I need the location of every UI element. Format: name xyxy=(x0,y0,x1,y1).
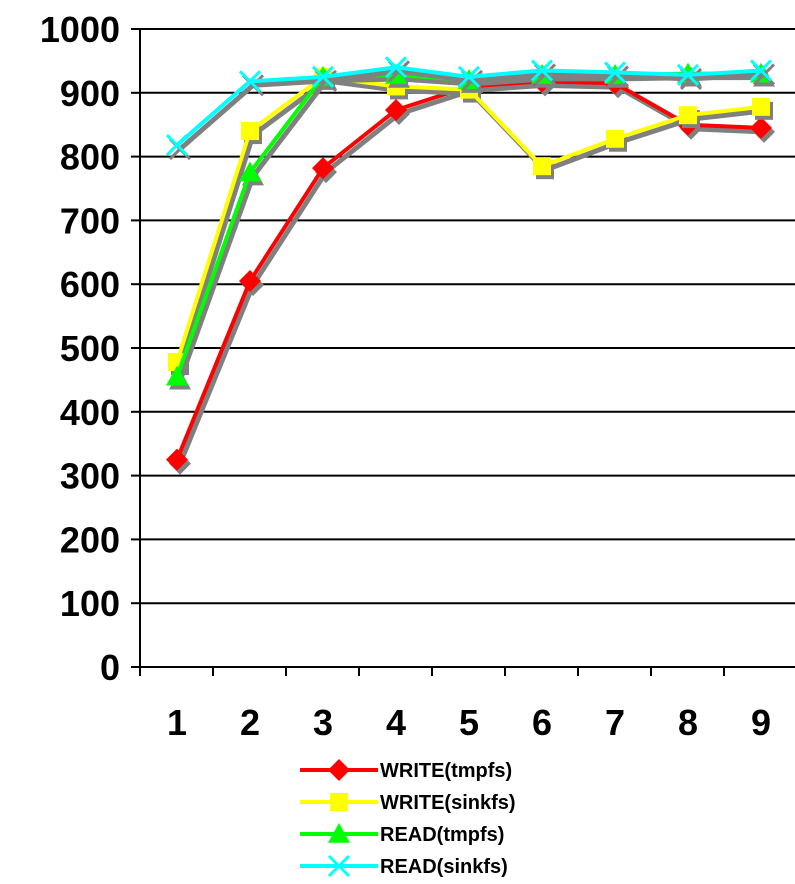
data-point-square xyxy=(533,157,551,176)
legend: WRITE(tmpfs) WRITE(sinkfs) READ(tmpfs) READ… xyxy=(300,759,516,878)
x-tick-label: 9 xyxy=(751,702,771,743)
data-point-triangle xyxy=(166,365,188,386)
data-point-cross xyxy=(749,59,773,82)
y-tick-label: 800 xyxy=(60,137,120,178)
legend-item: WRITE(sinkfs) xyxy=(300,792,516,814)
data-point-cross xyxy=(603,61,627,84)
x-tick-label: 8 xyxy=(678,702,698,743)
x-tick-label: 7 xyxy=(605,702,625,743)
y-tick-label: 300 xyxy=(60,456,120,497)
axes: 0 100 200 300 400 500 600 700 800 900 1000 1 2 3 4 5 6 7 8… xyxy=(40,9,795,743)
legend-label: READ(tmpfs) xyxy=(380,824,504,846)
data-point-cross xyxy=(238,70,262,93)
data-point-triangle xyxy=(239,161,261,182)
y-tick-label: 500 xyxy=(60,328,120,369)
y-tick-label: 0 xyxy=(100,647,120,688)
data-point-cross xyxy=(530,59,554,82)
series-write-sinkfs xyxy=(168,67,773,376)
series-lines xyxy=(165,56,776,475)
data-point-diamond xyxy=(239,270,261,293)
y-tick-label: 1000 xyxy=(40,9,120,50)
y-tick-label: 200 xyxy=(60,519,120,560)
series-read-sinkfs xyxy=(165,56,776,161)
x-tick-label: 5 xyxy=(459,702,479,743)
data-point-diamond xyxy=(328,759,350,781)
data-point-cross xyxy=(384,56,408,79)
legend-item: READ(tmpfs) xyxy=(300,823,504,846)
y-tick-label: 600 xyxy=(60,264,120,305)
data-point-cross xyxy=(165,134,189,157)
data-point-cross xyxy=(457,65,481,88)
legend-item: WRITE(tmpfs) xyxy=(300,759,512,782)
data-point-cross xyxy=(676,63,700,86)
data-point-diamond xyxy=(750,116,772,139)
legend-label: READ(sinkfs) xyxy=(380,856,508,878)
series-line-shadow xyxy=(177,78,765,367)
data-point-square xyxy=(241,122,259,141)
legend-label: WRITE(tmpfs) xyxy=(380,760,512,782)
y-tick-label: 900 xyxy=(60,73,120,114)
x-tick-label: 4 xyxy=(386,702,406,743)
x-tick-label: 1 xyxy=(167,702,187,743)
legend-item: READ(sinkfs) xyxy=(300,854,508,878)
x-tick-label: 3 xyxy=(313,702,333,743)
y-tick-label: 700 xyxy=(60,200,120,241)
data-point-diamond xyxy=(312,157,334,180)
data-point-square xyxy=(679,106,697,125)
data-point-square xyxy=(752,97,770,116)
x-tick-label: 6 xyxy=(532,702,552,743)
data-point-cross xyxy=(327,854,351,878)
data-point-square xyxy=(606,129,624,148)
x-tick-label: 2 xyxy=(240,702,260,743)
series-line-shadow xyxy=(177,82,765,465)
data-point-square xyxy=(330,793,348,811)
data-point-triangle xyxy=(328,823,350,843)
y-tick-label: 100 xyxy=(60,583,120,624)
legend-label: WRITE(sinkfs) xyxy=(380,792,516,814)
y-tick-label: 400 xyxy=(60,392,120,433)
data-point-cross xyxy=(311,65,335,88)
data-point-diamond xyxy=(166,448,188,471)
data-point-diamond xyxy=(385,99,407,122)
